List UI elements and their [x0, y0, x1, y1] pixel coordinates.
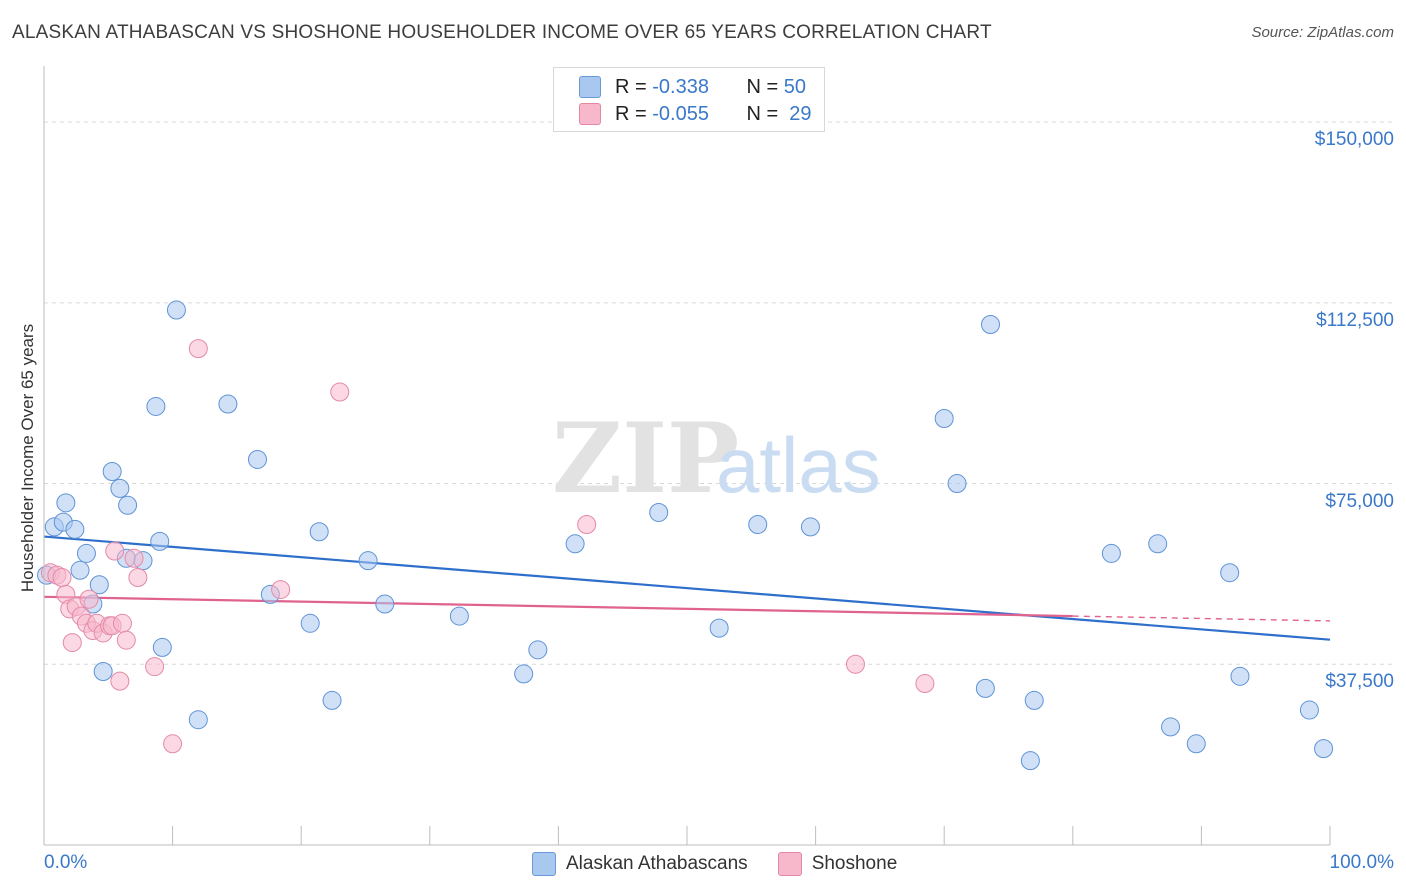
watermark-atlas: atlas: [716, 421, 881, 509]
chart-title: ALASKAN ATHABASCAN VS SHOSHONE HOUSEHOLD…: [12, 22, 992, 43]
shoshone-point: [188, 339, 208, 359]
shoshone-point: [62, 633, 82, 653]
shoshone-swatch: [777, 852, 802, 876]
athabascan-point: [150, 531, 170, 551]
athabascan-point: [980, 315, 1000, 335]
correlation-legend: R = -0.338 N = 50 R = -0.055 N = 29: [553, 67, 825, 132]
shoshone-point: [163, 734, 183, 754]
athabascan-point: [375, 594, 395, 614]
athabascan-point: [76, 543, 96, 563]
athabascan-point: [146, 396, 166, 416]
athabascan-point: [110, 478, 130, 498]
athabascan-point: [152, 637, 172, 657]
series-legend: Alaskan Athabascans Shoshone: [532, 852, 927, 876]
athabascan-point: [56, 493, 76, 513]
athabascan-point: [218, 394, 238, 414]
athabascan-point: [89, 575, 109, 595]
shoshone-swatch: [579, 103, 601, 125]
athabascan-point: [166, 300, 186, 320]
athabascan-point: [934, 408, 954, 428]
shoshone-trend-extension: [1072, 615, 1331, 622]
n-label: N =: [746, 102, 779, 125]
athabascan-point: [309, 522, 329, 542]
shoshone-point: [110, 671, 130, 691]
shoshone-point: [105, 541, 125, 561]
shoshone-point: [128, 568, 148, 588]
athabascan-point: [1230, 666, 1250, 686]
athabascan-point: [1299, 700, 1319, 720]
y-tick-label: $150,000: [1314, 129, 1394, 151]
shoshone-point: [145, 657, 165, 677]
athabascan-point: [322, 690, 342, 710]
shoshone-point: [112, 613, 132, 633]
athabascan-point: [102, 462, 122, 481]
r-label: R =: [615, 102, 647, 125]
athabascan-point: [358, 551, 378, 571]
athabascan-point: [649, 502, 669, 522]
athabascan-point: [449, 606, 469, 626]
legend-label: Shoshone: [811, 853, 898, 874]
athabascan-point: [1161, 717, 1181, 737]
shoshone-trend-line: [43, 595, 1073, 618]
shoshone-point: [915, 674, 935, 694]
shoshone-point: [271, 580, 291, 600]
athabascan-swatch: [579, 76, 601, 98]
athabascan-point: [1024, 690, 1044, 710]
shoshone-point: [116, 630, 136, 650]
athabascan-point: [748, 515, 768, 535]
legend-row-athabascan: R = -0.338 N = 50: [579, 74, 806, 100]
athabascan-point: [1148, 534, 1168, 554]
source-label: Source: ZipAtlas.com: [1251, 24, 1394, 41]
athabascan-point: [65, 519, 85, 539]
athabascan-point: [1314, 739, 1334, 759]
athabascan-trend-line: [43, 535, 1331, 641]
n-value: 29: [789, 102, 812, 125]
athabascan-point: [1220, 563, 1240, 583]
r-value: -0.055: [652, 102, 709, 125]
athabascan-point: [975, 678, 995, 698]
athabascan-point: [565, 534, 585, 554]
n-label: N =: [746, 75, 779, 98]
athabascan-point: [247, 449, 267, 469]
athabascan-point: [1020, 751, 1040, 771]
shoshone-point: [124, 548, 144, 568]
shoshone-point: [845, 654, 865, 674]
athabascan-swatch: [532, 852, 556, 876]
y-tick-label: $75,000: [1325, 490, 1394, 512]
legend-item-shoshone[interactable]: Shoshone: [777, 852, 898, 876]
athabascan-point: [709, 618, 729, 638]
shoshone-point: [330, 382, 350, 402]
athabascan-point: [70, 560, 90, 580]
shoshone-point: [52, 568, 72, 588]
x-tick-label-max: 100.0%: [1329, 852, 1394, 873]
legend-label: Alaskan Athabascans: [566, 853, 748, 874]
shoshone-point: [577, 515, 597, 535]
legend-item-athabascan[interactable]: Alaskan Athabascans: [532, 852, 748, 876]
athabascan-point: [1101, 543, 1121, 563]
x-tick-label-min: 0.0%: [44, 852, 88, 873]
athabascan-point: [118, 495, 138, 515]
r-value: -0.338: [652, 75, 709, 98]
y-tick-label: $37,500: [1325, 671, 1394, 693]
y-tick-label: $112,500: [1316, 309, 1394, 331]
athabascan-point: [528, 640, 548, 660]
athabascan-point: [188, 710, 208, 730]
athabascan-point: [300, 613, 320, 633]
y-axis-label: Householder Income Over 65 years: [18, 323, 37, 593]
athabascan-point: [514, 664, 534, 684]
r-label: R =: [615, 75, 647, 98]
n-value: 50: [783, 75, 806, 98]
athabascan-point: [800, 517, 820, 537]
watermark-zip: ZIP: [552, 402, 739, 515]
athabascan-point: [1186, 734, 1206, 754]
shoshone-point: [79, 589, 99, 609]
athabascan-point: [93, 662, 113, 682]
athabascan-point: [947, 474, 967, 494]
legend-row-shoshone: R = -0.055 N = 29: [579, 101, 812, 127]
